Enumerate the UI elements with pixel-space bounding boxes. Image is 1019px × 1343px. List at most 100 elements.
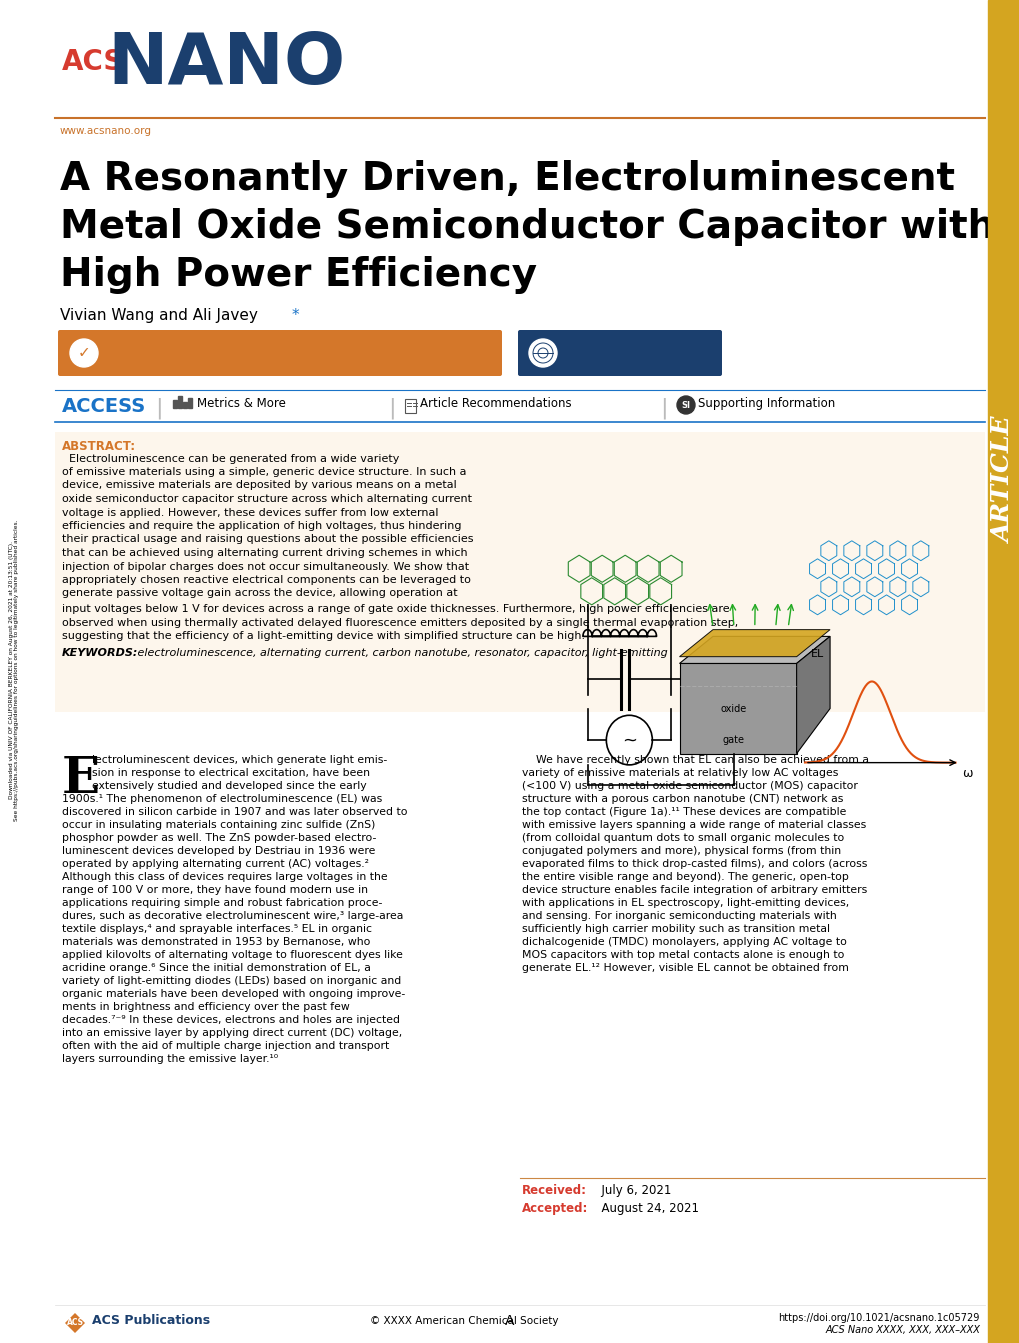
Text: evaporated films to thick drop-casted films), and colors (across: evaporated films to thick drop-casted fi… <box>522 860 866 869</box>
Text: ments in brightness and efficiency over the past few: ments in brightness and efficiency over … <box>62 1002 350 1013</box>
Text: structure with a porous carbon nanotube (CNT) network as: structure with a porous carbon nanotube … <box>522 794 843 804</box>
Polygon shape <box>679 637 829 663</box>
Text: We have recently shown that EL can also be achieved from a: We have recently shown that EL can also … <box>522 755 868 766</box>
Text: KEYWORDS:: KEYWORDS: <box>62 649 139 658</box>
Text: variety of emissive materials at relatively low AC voltages: variety of emissive materials at relativ… <box>522 768 838 778</box>
Polygon shape <box>65 1313 85 1334</box>
Text: lectroluminescent devices, which generate light emis-: lectroluminescent devices, which generat… <box>92 755 387 766</box>
Text: decades.⁷⁻⁹ In these devices, electrons and holes are injected: decades.⁷⁻⁹ In these devices, electrons … <box>62 1015 399 1025</box>
Text: often with the aid of multiple charge injection and transport: often with the aid of multiple charge in… <box>62 1041 389 1052</box>
Text: generate EL.¹² However, visible EL cannot be obtained from: generate EL.¹² However, visible EL canno… <box>522 963 848 972</box>
Text: https://doi.org/10.1021/acsnano.1c05729: https://doi.org/10.1021/acsnano.1c05729 <box>160 348 390 359</box>
Polygon shape <box>679 630 829 657</box>
Text: |: | <box>155 398 162 419</box>
Text: July 6, 2021: July 6, 2021 <box>593 1185 671 1197</box>
Text: |: | <box>387 398 395 419</box>
Text: ABSTRACT:: ABSTRACT: <box>62 441 136 453</box>
Text: Downloaded via UNIV OF CALIFORNIA BERKELEY on August 26, 2021 at 20:13:51 (UTC).: Downloaded via UNIV OF CALIFORNIA BERKEL… <box>8 520 19 821</box>
Text: ACS: ACS <box>66 1319 84 1327</box>
Text: Metrics & More: Metrics & More <box>197 398 285 410</box>
Bar <box>405 399 416 414</box>
Text: extensively studied and developed since the early: extensively studied and developed since … <box>92 782 366 791</box>
Text: ACS Publications: ACS Publications <box>92 1315 210 1327</box>
Text: High Power Efficiency: High Power Efficiency <box>60 257 537 294</box>
Text: materials was demonstrated in 1953 by Bernanose, who: materials was demonstrated in 1953 by Be… <box>62 937 370 947</box>
Text: suggesting that the efficiency of a light-emitting device with simplified struct: suggesting that the efficiency of a ligh… <box>62 631 585 641</box>
Text: ACCESS: ACCESS <box>62 398 146 416</box>
Text: Electroluminescence can be generated from a wide variety: Electroluminescence can be generated fro… <box>62 454 399 463</box>
Text: and sensing. For inorganic semiconducting materials with: and sensing. For inorganic semiconductin… <box>522 911 836 921</box>
Text: ARTICLE: ARTICLE <box>991 416 1015 544</box>
Bar <box>173 400 177 408</box>
FancyBboxPatch shape <box>518 330 721 376</box>
Text: MOS capacitors with top metal contacts alone is enough to: MOS capacitors with top metal contacts a… <box>522 950 844 960</box>
Text: organic materials have been developed with ongoing improve-: organic materials have been developed wi… <box>62 988 405 999</box>
Text: (from colloidal quantum dots to small organic molecules to: (from colloidal quantum dots to small or… <box>522 833 844 843</box>
Text: ✓: ✓ <box>77 345 91 360</box>
Text: input voltages below 1 V for devices across a range of gate oxide thicknesses. F: input voltages below 1 V for devices acr… <box>62 604 729 614</box>
Text: oxide: oxide <box>720 704 746 713</box>
Text: device structure enables facile integration of arbitrary emitters: device structure enables facile integrat… <box>522 885 866 894</box>
Text: gate: gate <box>722 735 744 745</box>
Text: luminescent devices developed by Destriau in 1936 were: luminescent devices developed by Destria… <box>62 846 375 855</box>
Text: dichalcogenide (TMDC) monolayers, applying AC voltage to: dichalcogenide (TMDC) monolayers, applyi… <box>522 937 846 947</box>
Text: Read Online: Read Online <box>561 346 646 360</box>
FancyBboxPatch shape <box>679 663 796 753</box>
Text: electroluminescence, alternating current, carbon nanotube, resonator, capacitor,: electroluminescence, alternating current… <box>133 649 667 658</box>
Text: injection of bipolar charges does not occur simultaneously. We show that: injection of bipolar charges does not oc… <box>62 561 469 572</box>
Text: *: * <box>291 308 300 324</box>
Text: Received:: Received: <box>522 1185 586 1197</box>
Text: layers surrounding the emissive layer.¹⁰: layers surrounding the emissive layer.¹⁰ <box>62 1054 278 1064</box>
Text: A: A <box>504 1313 515 1328</box>
Text: with emissive layers spanning a wide range of material classes: with emissive layers spanning a wide ran… <box>522 821 865 830</box>
Text: August 24, 2021: August 24, 2021 <box>593 1202 698 1215</box>
Text: operated by applying alternating current (AC) voltages.²: operated by applying alternating current… <box>62 860 369 869</box>
Text: applications requiring simple and robust fabrication proce-: applications requiring simple and robust… <box>62 898 382 908</box>
Text: into an emissive layer by applying direct current (DC) voltage,: into an emissive layer by applying direc… <box>62 1027 401 1038</box>
Polygon shape <box>796 637 829 753</box>
Text: their practical usage and raising questions about the possible efficiencies: their practical usage and raising questi… <box>62 535 473 544</box>
Text: ACS Nano XXXX, XXX, XXX–XXX: ACS Nano XXXX, XXX, XXX–XXX <box>824 1326 979 1335</box>
Text: Vivian Wang and Ali Javey: Vivian Wang and Ali Javey <box>60 308 258 324</box>
Bar <box>178 396 181 408</box>
Text: range of 100 V or more, they have found modern use in: range of 100 V or more, they have found … <box>62 885 368 894</box>
Text: Although this class of devices requires large voltages in the: Although this class of devices requires … <box>62 872 387 882</box>
Text: with applications in EL spectroscopy, light-emitting devices,: with applications in EL spectroscopy, li… <box>522 898 849 908</box>
Text: textile displays,⁴ and sprayable interfaces.⁵ EL in organic: textile displays,⁴ and sprayable interfa… <box>62 924 372 933</box>
Text: (<100 V) using a metal oxide semiconductor (MOS) capacitor: (<100 V) using a metal oxide semiconduct… <box>522 782 857 791</box>
FancyBboxPatch shape <box>58 330 501 376</box>
Text: acridine orange.⁶ Since the initial demonstration of EL, a: acridine orange.⁶ Since the initial demo… <box>62 963 371 972</box>
Text: sufficiently high carrier mobility such as transition metal: sufficiently high carrier mobility such … <box>522 924 829 933</box>
Text: conjugated polymers and more), physical forms (from thin: conjugated polymers and more), physical … <box>522 846 841 855</box>
Text: A Resonantly Driven, Electroluminescent: A Resonantly Driven, Electroluminescent <box>60 160 954 197</box>
Text: of emissive materials using a simple, generic device structure. In such a: of emissive materials using a simple, ge… <box>62 467 466 477</box>
Text: applied kilovolts of alternating voltage to fluorescent dyes like: applied kilovolts of alternating voltage… <box>62 950 403 960</box>
Bar <box>182 402 186 408</box>
Bar <box>55 432 984 712</box>
Text: Accepted:: Accepted: <box>522 1202 588 1215</box>
Text: Metal Oxide Semiconductor Capacitor with: Metal Oxide Semiconductor Capacitor with <box>60 208 995 246</box>
Text: observed when using thermally activated delayed fluorescence emitters deposited : observed when using thermally activated … <box>62 618 738 627</box>
Text: discovered in silicon carbide in 1907 and was later observed to: discovered in silicon carbide in 1907 an… <box>62 807 408 817</box>
Text: https://doi.org/10.1021/acsnano.1c05729: https://doi.org/10.1021/acsnano.1c05729 <box>777 1313 979 1323</box>
Text: oxide semiconductor capacitor structure across which alternating current: oxide semiconductor capacitor structure … <box>62 494 472 504</box>
Bar <box>187 398 192 408</box>
Circle shape <box>677 396 694 414</box>
Text: © XXXX American Chemical Society: © XXXX American Chemical Society <box>370 1316 558 1326</box>
Text: Supporting Information: Supporting Information <box>697 398 835 410</box>
Text: dures, such as decorative electroluminescent wire,³ large-area: dures, such as decorative electrolumines… <box>62 911 403 921</box>
Text: www.acsnano.org: www.acsnano.org <box>60 126 152 136</box>
Text: occur in insulating materials containing zinc sulfide (ZnS): occur in insulating materials containing… <box>62 821 375 830</box>
Text: that can be achieved using alternating current driving schemes in which: that can be achieved using alternating c… <box>62 548 467 557</box>
Text: ~: ~ <box>622 731 636 749</box>
Text: ω: ω <box>961 767 971 780</box>
Text: SI: SI <box>681 400 690 410</box>
Circle shape <box>70 338 98 367</box>
Text: the entire visible range and beyond). The generic, open-top: the entire visible range and beyond). Th… <box>522 872 848 882</box>
Text: |: | <box>659 398 667 419</box>
Text: device, emissive materials are deposited by various means on a metal: device, emissive materials are deposited… <box>62 481 457 490</box>
Text: Cite This:: Cite This: <box>103 348 162 359</box>
Text: ACS: ACS <box>62 48 124 77</box>
Circle shape <box>529 338 556 367</box>
Text: EL: EL <box>810 650 823 659</box>
